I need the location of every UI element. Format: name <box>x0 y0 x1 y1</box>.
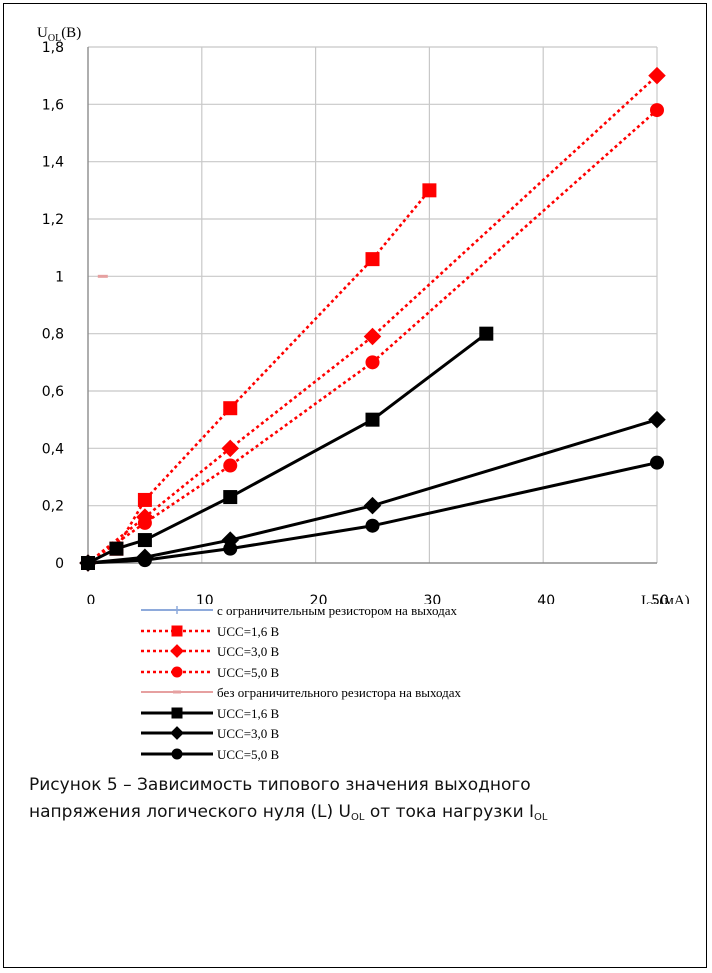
series-6-point-3 <box>363 496 382 515</box>
chart-grid <box>87 46 658 564</box>
series-2-point-4 <box>648 66 666 85</box>
chart-tick-labels: 0 10 20 30 40 50 0 0,2 0,4 0,6 0,8 1 1,2 1,4 1,6 1,8 <box>42 40 669 604</box>
legend-swatch-0 <box>141 606 213 614</box>
series-2-point-3 <box>363 327 382 346</box>
x-tick-label-1: 10 <box>196 593 214 604</box>
y-tick-label-2: 0,4 <box>42 441 64 457</box>
legend-swatch-7 <box>141 748 213 759</box>
legend-entry-3: UCC=5,0 В <box>139 663 639 683</box>
y-tick-label-3: 0,6 <box>42 384 64 400</box>
legend-marker-5 <box>171 707 183 718</box>
legend-marker-7 <box>171 748 183 759</box>
legend-label-2: UCC=3,0 В <box>217 644 280 659</box>
legend-marker-1 <box>171 625 183 636</box>
series-2-point-2 <box>221 439 239 458</box>
series-7-point-3 <box>365 518 380 533</box>
caption-line-1: Рисунок 5 – Зависимость типового значени… <box>29 775 531 795</box>
legend-label-0: с ограничительным резистором на выходах <box>217 603 457 618</box>
y-tick-label-5: 1 <box>55 269 64 285</box>
series-5-point-1 <box>109 541 124 556</box>
x-axis-title: IOL(мА) <box>641 593 690 604</box>
series-7-point-1 <box>137 553 152 568</box>
legend-entry-4: без ограничительного резистора на выхода… <box>139 683 639 703</box>
series-4-point-0 <box>97 274 108 278</box>
legend-swatch-6 <box>141 726 213 740</box>
figure-caption: Рисунок 5 – Зависимость типового значени… <box>29 772 709 831</box>
legend-swatch-2 <box>141 644 213 658</box>
x-tick-label-4: 40 <box>537 593 555 604</box>
y-tick-label-4: 0,8 <box>42 327 64 343</box>
y-tick-label-8: 1,6 <box>42 97 64 113</box>
legend-marker-6 <box>170 726 184 740</box>
series-line-2 <box>87 74 658 565</box>
y-tick-label-0: 0 <box>55 556 64 572</box>
series-1-point-3 <box>223 401 238 416</box>
legend-entry-7: UCC=5,0 В <box>139 745 639 765</box>
legend-label-4: без ограничительного резистора на выхода… <box>217 685 462 700</box>
y-tick-label-7: 1,4 <box>42 155 64 171</box>
series-7-point-2 <box>223 541 238 556</box>
chart-series-markers <box>79 66 666 572</box>
chart-series-lines <box>87 74 658 565</box>
legend-swatch-4 <box>141 690 213 694</box>
legend-marker-0 <box>173 606 181 614</box>
y-tick-label-9: 1,8 <box>42 40 64 56</box>
figure-frame: 0 10 20 30 40 50 0 0,2 0,4 0,6 0,8 1 1,2 1,4 1,6 1,8 UO… <box>3 3 707 968</box>
x-tick-label-0: 0 <box>87 593 96 604</box>
series-7-point-0 <box>81 556 95 570</box>
x-tick-label-5: 50 <box>651 593 669 604</box>
legend-marker-2 <box>170 644 184 658</box>
series-3-point-2 <box>223 458 238 473</box>
caption-line-2: напряжения логического нуля (L) UOL от т… <box>29 802 548 823</box>
legend-entry-2: UCC=3,0 В <box>139 642 639 662</box>
series-1-point-4 <box>365 252 380 267</box>
legend-swatch-5 <box>141 707 213 718</box>
x-tick-label-2: 20 <box>310 593 328 604</box>
series-1-point-2 <box>137 492 152 507</box>
legend-entry-5: UCC=1,6 В <box>139 704 639 724</box>
series-1-point-5 <box>422 183 437 198</box>
series-line-6 <box>87 418 658 565</box>
series-line-3 <box>87 109 658 565</box>
legend-label-6: UCC=3,0 В <box>217 726 280 741</box>
series-3-point-4 <box>650 103 664 118</box>
series-3-point-1 <box>137 515 152 530</box>
chart-area: 0 10 20 30 40 50 0 0,2 0,4 0,6 0,8 1 1,2 1,4 1,6 1,8 UO… <box>37 25 690 604</box>
y-tick-label-1: 0,2 <box>42 499 64 515</box>
legend-marker-3 <box>171 666 183 677</box>
legend-swatch-3 <box>141 666 213 677</box>
y-tick-label-6: 1,2 <box>42 212 64 228</box>
series-6-point-4 <box>648 410 666 429</box>
series-7-point-4 <box>650 455 664 470</box>
chart-axes <box>87 47 657 564</box>
series-5-point-4 <box>365 412 380 427</box>
legend-entry-6: UCC=3,0 В <box>139 724 639 744</box>
legend-label-5: UCC=1,6 В <box>217 705 280 721</box>
legend-label-1: UCC=1,6 В <box>217 623 280 639</box>
legend-marker-4 <box>173 690 181 694</box>
legend-entry-0: с ограничительным резистором на выходах <box>139 601 639 621</box>
series-5-point-3 <box>223 490 238 505</box>
legend-swatch-1 <box>141 625 213 636</box>
legend-label-3: UCC=5,0 В <box>217 664 280 680</box>
y-axis-title: UOL(В) <box>37 25 81 44</box>
series-3-point-3 <box>365 355 380 370</box>
x-tick-label-3: 30 <box>423 593 441 604</box>
legend-label-7: UCC=5,0 В <box>217 746 280 762</box>
series-5-point-5 <box>479 326 494 341</box>
legend-entry-1: UCC=1,6 В <box>139 622 639 642</box>
series-5-point-2 <box>137 533 152 548</box>
